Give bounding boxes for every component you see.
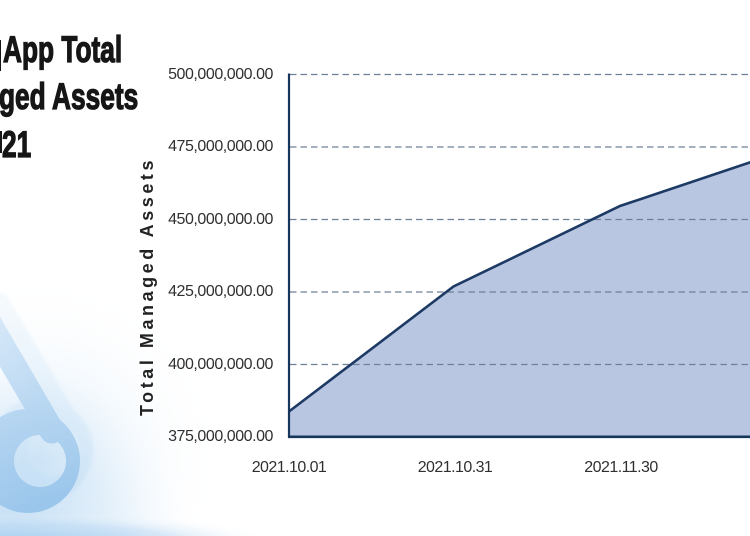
svg-text:Total Managed Assets: Total Managed Assets bbox=[137, 157, 157, 416]
